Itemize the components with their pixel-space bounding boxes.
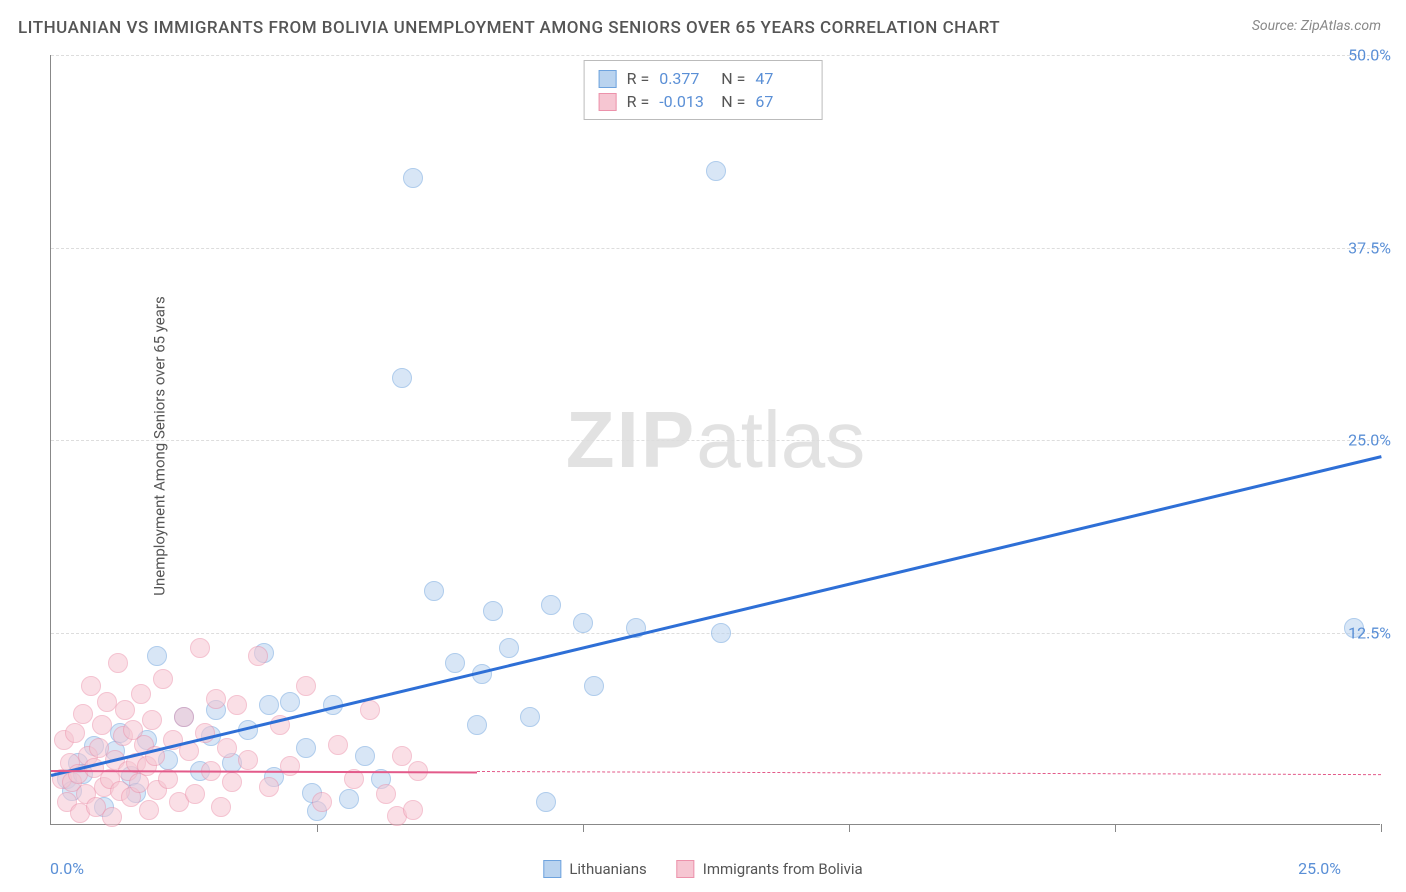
scatter-point (190, 638, 210, 658)
scatter-point (238, 750, 258, 770)
scatter-point (92, 715, 112, 735)
gridline-horizontal (51, 440, 1380, 441)
scatter-point (153, 669, 173, 689)
scatter-point (483, 601, 503, 621)
legend-item: Lithuanians (543, 860, 646, 878)
r-value: 0.377 (659, 69, 711, 88)
scatter-point (360, 700, 380, 720)
scatter-point (573, 613, 593, 633)
source-label: Source: (1252, 18, 1297, 34)
n-label: N = (721, 92, 745, 111)
source-value: ZipAtlas.com (1301, 18, 1381, 34)
x-axis-max-label: 25.0% (1298, 859, 1341, 878)
scatter-point (392, 746, 412, 766)
watermark-zip: ZIP (566, 395, 696, 484)
series-swatch (599, 70, 617, 88)
legend-label: Lithuanians (569, 860, 646, 878)
scatter-point (520, 707, 540, 727)
scatter-point (355, 746, 375, 766)
scatter-point (296, 676, 316, 696)
source-attribution: Source: ZipAtlas.com (1252, 18, 1381, 34)
y-tick-label: 25.0% (1348, 431, 1391, 450)
scatter-point (328, 735, 348, 755)
scatter-point (73, 704, 93, 724)
scatter-point (259, 777, 279, 797)
scatter-point (445, 653, 465, 673)
scatter-point (147, 646, 167, 666)
r-value: -0.013 (659, 92, 711, 111)
scatter-point (280, 756, 300, 776)
scatter-point (259, 695, 279, 715)
scatter-point (81, 676, 101, 696)
scatter-point (174, 707, 194, 727)
x-tick (583, 824, 584, 832)
scatter-point (248, 646, 268, 666)
scatter-point (541, 595, 561, 615)
n-value: 67 (755, 92, 807, 111)
y-tick-label: 50.0% (1348, 46, 1391, 65)
scatter-point (536, 792, 556, 812)
gridline-horizontal (51, 55, 1380, 56)
scatter-point (222, 772, 242, 792)
scatter-point (65, 723, 85, 743)
trend-line-extrapolated (477, 771, 1381, 775)
r-label: R = (627, 69, 650, 88)
y-tick-label: 37.5% (1348, 238, 1391, 257)
scatter-point (424, 581, 444, 601)
n-value: 47 (755, 69, 807, 88)
scatter-point (296, 738, 316, 758)
scatter-point (280, 692, 300, 712)
scatter-point (403, 800, 423, 820)
scatter-point (142, 710, 162, 730)
correlation-stats-box: R = 0.377 N = 47 R = -0.013 N = 67 (584, 60, 823, 120)
n-label: N = (721, 69, 745, 88)
chart-title: LITHUANIAN VS IMMIGRANTS FROM BOLIVIA UN… (18, 18, 1000, 38)
plot-area: ZIPatlas (50, 55, 1380, 825)
x-axis-min-label: 0.0% (50, 859, 84, 878)
stats-row: R = -0.013 N = 67 (599, 90, 808, 113)
scatter-point (584, 676, 604, 696)
x-tick (849, 824, 850, 832)
x-tick (1115, 824, 1116, 832)
gridline-horizontal (51, 248, 1380, 249)
scatter-point (97, 692, 117, 712)
scatter-point (115, 700, 135, 720)
scatter-point (211, 797, 231, 817)
scatter-point (108, 653, 128, 673)
trend-line (51, 455, 1382, 776)
legend-label: Immigrants from Bolivia (703, 860, 863, 878)
stats-row: R = 0.377 N = 47 (599, 67, 808, 90)
scatter-point (312, 792, 332, 812)
scatter-point (392, 368, 412, 388)
legend-swatch (677, 860, 695, 878)
scatter-point (217, 738, 237, 758)
scatter-point (185, 784, 205, 804)
x-tick (1381, 824, 1382, 832)
scatter-point (711, 623, 731, 643)
legend: Lithuanians Immigrants from Bolivia (543, 860, 862, 878)
scatter-point (499, 638, 519, 658)
r-label: R = (627, 92, 650, 111)
scatter-point (102, 807, 122, 827)
scatter-point (139, 800, 159, 820)
scatter-point (706, 161, 726, 181)
scatter-point (339, 789, 359, 809)
legend-item: Immigrants from Bolivia (677, 860, 863, 878)
scatter-point (467, 715, 487, 735)
scatter-point (403, 168, 423, 188)
x-tick (317, 824, 318, 832)
scatter-point (206, 689, 226, 709)
series-swatch (599, 93, 617, 111)
watermark-atlas: atlas (696, 395, 865, 484)
y-tick-label: 12.5% (1348, 623, 1391, 642)
scatter-point (376, 784, 396, 804)
scatter-point (131, 684, 151, 704)
legend-swatch (543, 860, 561, 878)
scatter-point (227, 695, 247, 715)
